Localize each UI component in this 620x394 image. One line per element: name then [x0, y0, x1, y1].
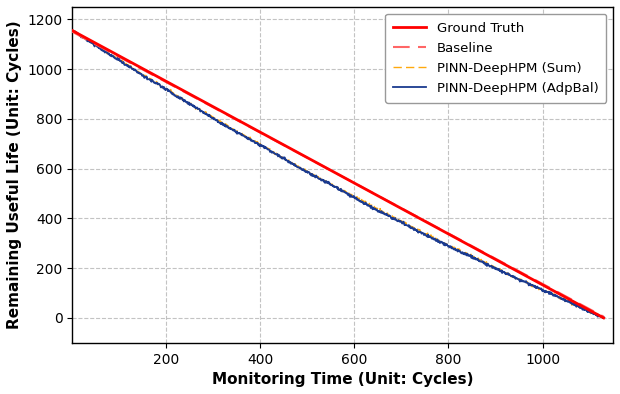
Baseline [69, 30, 76, 34]
Legend: Ground Truth, Baseline, PINN-DeepHPM (Sum), PINN-DeepHPM (AdpBal): Ground Truth, Baseline, PINN-DeepHPM (Su… [386, 13, 606, 103]
Line: Ground Truth: Ground Truth [73, 31, 604, 318]
PINN-DeepHPM (Sum) [69, 28, 76, 33]
PINN-DeepHPM (AdpBal) [600, 315, 608, 320]
Line: PINN-DeepHPM (Sum): PINN-DeepHPM (Sum) [73, 30, 604, 318]
Ground Truth [530, 278, 538, 282]
Ground Truth [368, 190, 375, 195]
Line: Baseline: Baseline [73, 32, 604, 317]
PINN-DeepHPM (Sum) [425, 232, 432, 237]
Baseline [600, 314, 608, 319]
PINN-DeepHPM (AdpBal) [425, 232, 432, 237]
PINN-DeepHPM (AdpBal) [591, 311, 599, 316]
Baseline [452, 235, 459, 240]
PINN-DeepHPM (Sum) [368, 204, 375, 209]
Ground Truth [591, 311, 599, 316]
PINN-DeepHPM (AdpBal) [599, 316, 606, 320]
Baseline [357, 184, 365, 189]
Ground Truth [357, 184, 365, 189]
PINN-DeepHPM (Sum) [452, 245, 459, 250]
Baseline [591, 310, 599, 314]
Baseline [368, 190, 375, 194]
PINN-DeepHPM (AdpBal) [452, 246, 459, 251]
PINN-DeepHPM (AdpBal) [69, 28, 76, 33]
Baseline [530, 277, 538, 282]
Baseline [425, 220, 432, 225]
PINN-DeepHPM (AdpBal) [357, 199, 365, 204]
Y-axis label: Remaining Useful Life (Unit: Cycles): Remaining Useful Life (Unit: Cycles) [7, 20, 22, 329]
Ground Truth [425, 221, 432, 225]
PINN-DeepHPM (AdpBal) [530, 284, 538, 289]
X-axis label: Monitoring Time (Unit: Cycles): Monitoring Time (Unit: Cycles) [212, 372, 474, 387]
PINN-DeepHPM (Sum) [357, 198, 365, 203]
Ground Truth [69, 28, 76, 33]
PINN-DeepHPM (Sum) [600, 315, 608, 320]
PINN-DeepHPM (AdpBal) [368, 203, 375, 208]
PINN-DeepHPM (Sum) [530, 283, 538, 288]
PINN-DeepHPM (Sum) [591, 312, 599, 316]
Ground Truth [452, 235, 459, 240]
PINN-DeepHPM (Sum) [599, 316, 606, 320]
Ground Truth [600, 316, 608, 320]
Line: PINN-DeepHPM (AdpBal): PINN-DeepHPM (AdpBal) [73, 30, 604, 318]
